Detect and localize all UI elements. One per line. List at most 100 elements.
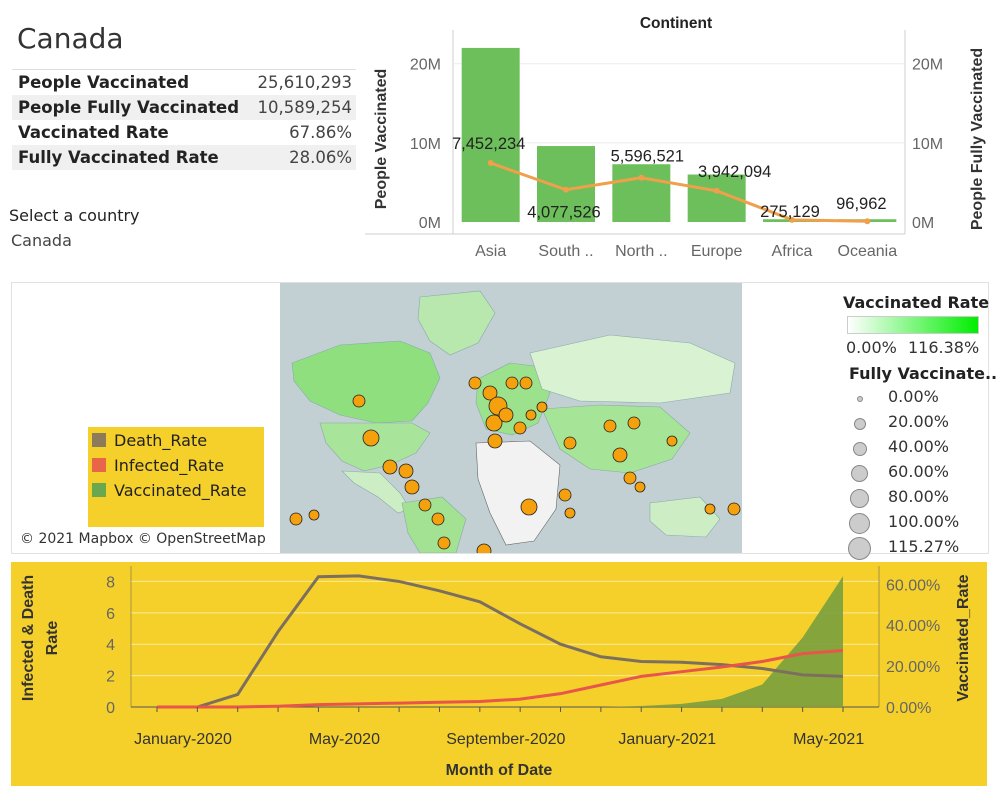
country-bubble[interactable] — [437, 536, 451, 550]
country-bubble[interactable] — [513, 421, 527, 435]
size-legend-item — [846, 512, 872, 534]
area-vaccinated-rate[interactable] — [157, 576, 843, 707]
data-label: 3,942,094 — [698, 163, 771, 181]
size-legend-label: 20.00% — [888, 412, 950, 431]
country-bubble[interactable] — [519, 376, 533, 390]
continent-chart[interactable]: Continent People Vaccinated People Fully… — [365, 8, 995, 266]
y-tick-label: 10M — [410, 136, 441, 153]
kpi-value: 25,610,293 — [257, 73, 352, 92]
y-tick-label: 20M — [410, 57, 441, 74]
size-legend-circle — [850, 489, 869, 508]
y2-tick-label: 20M — [912, 57, 943, 74]
kpi-value: 28.06% — [289, 148, 352, 167]
kpi-divider — [12, 69, 356, 70]
country-bubble[interactable] — [536, 401, 548, 413]
size-legend-circle — [849, 513, 870, 534]
map-credit[interactable]: © 2021 Mapbox © OpenStreetMap — [20, 531, 266, 547]
country-bubble[interactable] — [666, 435, 678, 447]
line-point[interactable] — [713, 187, 720, 194]
country-bubble[interactable] — [352, 394, 366, 408]
country-bubble[interactable] — [485, 414, 503, 432]
bar-people-vaccinated[interactable] — [461, 47, 520, 223]
country-bubble[interactable] — [505, 376, 519, 390]
size-legend-item — [846, 487, 872, 509]
country-bubble[interactable] — [308, 509, 320, 521]
country-bubble[interactable] — [558, 488, 572, 502]
line-people-fully-vaccinated[interactable] — [490, 161, 868, 223]
x-tick-label: May-2020 — [309, 731, 380, 748]
country-bubble[interactable] — [727, 502, 741, 516]
line-infected-rate[interactable] — [157, 648, 844, 709]
y-axis-label-1: Infected & Death — [20, 575, 37, 701]
country-bubble[interactable] — [563, 436, 577, 450]
country-bubble[interactable] — [704, 503, 716, 515]
legend-item-vaccinated-rate[interactable]: Vaccinated_Rate — [92, 481, 246, 500]
line-point[interactable] — [864, 218, 871, 225]
legend-swatch — [92, 458, 106, 472]
country-bubble[interactable] — [468, 376, 482, 390]
country-bubble[interactable] — [289, 512, 303, 526]
map-panel: Death_Rate Infected_Rate Vaccinated_Rate… — [11, 282, 997, 560]
asia-shape — [541, 404, 691, 474]
kpi-label: Vaccinated Rate — [18, 123, 169, 142]
chart-title: Continent — [640, 15, 712, 32]
world-map-svg — [289, 290, 741, 553]
y2-tick-label: 40.00% — [886, 618, 940, 635]
country-bubble[interactable] — [498, 407, 514, 423]
country-bubble[interactable] — [634, 481, 646, 493]
country-bubble[interactable] — [612, 447, 628, 463]
country-filter-value[interactable]: Canada — [11, 231, 72, 250]
data-label: 4,077,526 — [527, 204, 600, 222]
country-bubble[interactable] — [623, 471, 637, 485]
country-bubble[interactable] — [404, 479, 420, 495]
size-legend-item — [846, 462, 872, 484]
color-legend-gradient — [847, 316, 979, 334]
size-legend-label: 115.27% — [888, 537, 960, 556]
line-point[interactable] — [487, 160, 494, 167]
country-bubble[interactable] — [362, 429, 380, 447]
line-point[interactable] — [563, 186, 569, 193]
x-tick-label: Africa — [772, 243, 813, 260]
legend-label: Vaccinated_Rate — [114, 481, 247, 500]
country-bubble[interactable] — [520, 498, 538, 516]
country-bubble[interactable] — [382, 459, 398, 475]
y2-axis-label: Vaccinated_Rate — [955, 574, 972, 701]
y-tick-label: 0 — [106, 700, 115, 717]
legend-item-death-rate[interactable]: Death_Rate — [92, 431, 207, 450]
size-legend-circle — [848, 537, 871, 560]
country-bubble[interactable] — [603, 419, 617, 433]
line-point[interactable] — [638, 174, 645, 181]
kpi-table: People Vaccinated 25,610,293 People Full… — [12, 70, 356, 170]
size-legend-label: 0.00% — [888, 387, 939, 406]
x-tick-label: January-2020 — [134, 731, 232, 748]
kpi-label: People Vaccinated — [18, 73, 190, 92]
country-bubble[interactable] — [627, 416, 641, 430]
bar-people-vaccinated[interactable] — [612, 164, 671, 222]
legend-label: Death_Rate — [114, 431, 208, 450]
y-tick-label: 2 — [106, 669, 115, 686]
country-filter-label: Select a country — [9, 206, 140, 225]
country-bubble[interactable] — [476, 543, 492, 553]
legend-item-infected-rate[interactable]: Infected_Rate — [92, 456, 224, 475]
line-point[interactable] — [789, 216, 795, 223]
rates-line-chart[interactable]: Infected & Death Rate Vaccinated_Rate Mo… — [11, 562, 987, 786]
country-bubble[interactable] — [418, 498, 432, 512]
legend-label: Infected_Rate — [114, 456, 225, 475]
line-death-rate[interactable] — [157, 574, 844, 709]
country-bubble[interactable] — [487, 433, 503, 449]
size-legend-circle — [857, 396, 863, 402]
country-bubble[interactable] — [564, 507, 576, 519]
country-bubble[interactable] — [525, 409, 537, 421]
y-axis-label-2: Rate — [44, 621, 61, 656]
country-bubble[interactable] — [431, 512, 445, 526]
kpi-label: Fully Vaccinated Rate — [18, 148, 219, 167]
size-legend-label: 100.00% — [888, 512, 960, 531]
kpi-label: People Fully Vaccinated — [18, 98, 240, 117]
kpi-value: 67.86% — [289, 123, 352, 142]
x-tick-label: May-2021 — [793, 731, 864, 748]
country-bubble[interactable] — [482, 385, 498, 401]
world-map[interactable] — [280, 283, 742, 553]
y2-tick-label: 60.00% — [886, 577, 940, 594]
country-bubble[interactable] — [398, 463, 414, 479]
data-label: 275,129 — [760, 203, 820, 221]
